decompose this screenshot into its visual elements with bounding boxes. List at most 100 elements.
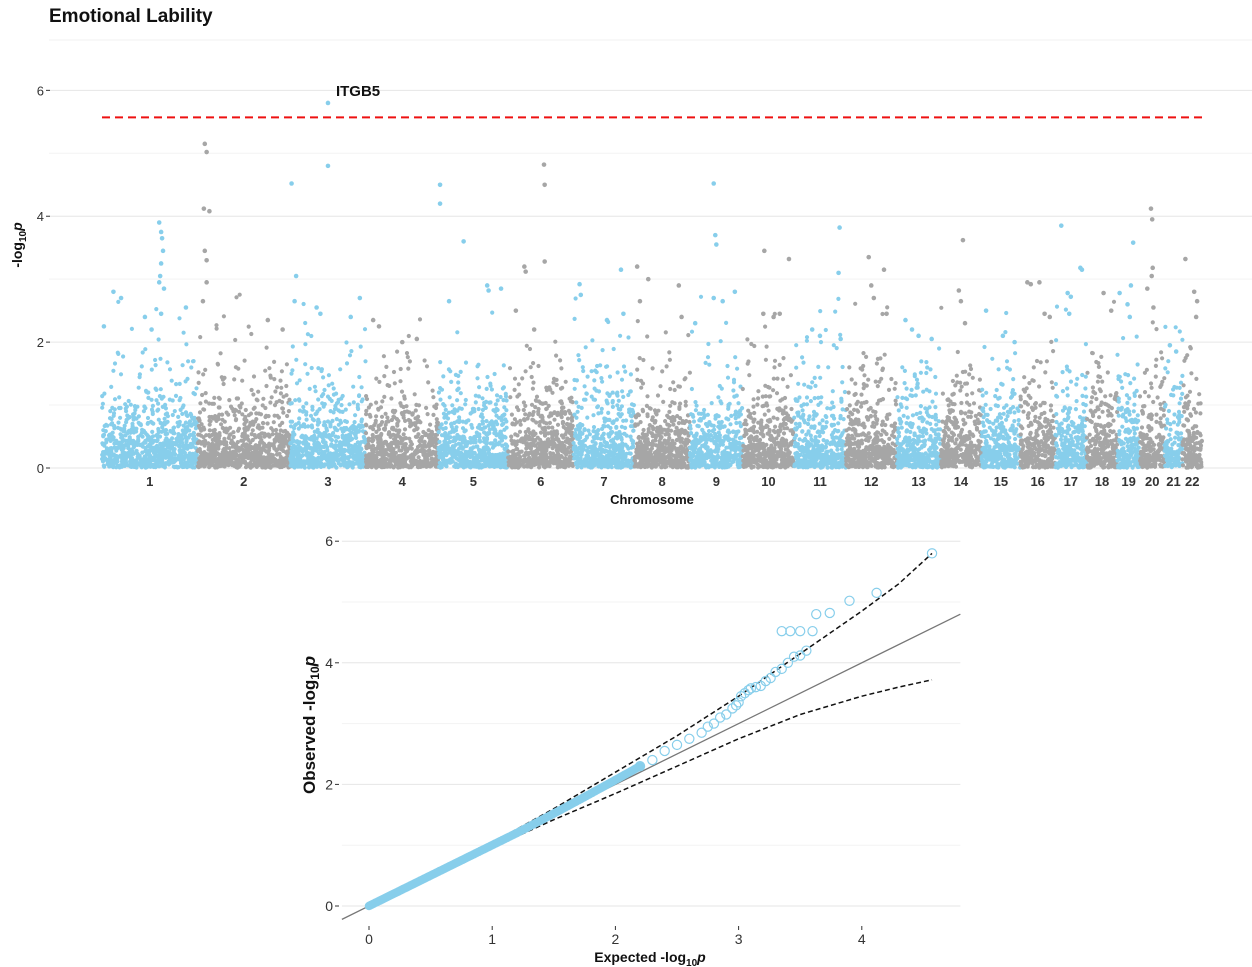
manhattan-background-points-chr16 — [1018, 339, 1057, 470]
manhattan-background-points-chr12 — [843, 301, 899, 470]
manhattan-point — [498, 286, 504, 291]
manhattan-point — [634, 264, 640, 269]
manhattan-point — [1194, 298, 1200, 304]
qq-point — [743, 684, 754, 696]
manhattan-point — [101, 324, 107, 329]
manhattan-background-points-chr17 — [1053, 304, 1089, 470]
qq-y-tick-label: 6 — [325, 533, 333, 549]
manhattan-point — [207, 208, 212, 214]
manhattan-point — [522, 264, 527, 269]
manhattan-point — [1150, 265, 1155, 271]
qq-x-tick-label: 2 — [612, 931, 620, 947]
manhattan-point — [437, 201, 443, 206]
manhattan-point — [204, 149, 209, 155]
qq-identity-line — [341, 613, 961, 920]
manhattan-point — [881, 267, 887, 273]
manhattan-point — [866, 254, 872, 260]
manhattan-point — [159, 235, 165, 241]
qq-dense-points — [364, 761, 645, 911]
manhattan-point — [1125, 302, 1130, 307]
chromosome-tick-label: 14 — [954, 474, 969, 489]
manhattan-y-axis-label: -log10p — [9, 222, 29, 268]
manhattan-point — [645, 276, 651, 282]
qq-point — [721, 709, 732, 720]
manhattan-background-points-chr19 — [1115, 334, 1142, 470]
manhattan-point — [809, 327, 815, 332]
manhattan-point — [1025, 280, 1030, 285]
qq-point — [776, 625, 787, 637]
manhattan-background-points-chr15 — [979, 310, 1023, 470]
manhattan-point — [1042, 311, 1047, 317]
manhattan-point — [983, 308, 989, 313]
manhattan-point — [871, 295, 877, 301]
manhattan-point — [160, 248, 166, 254]
manhattan-point — [318, 311, 323, 317]
manhattan-y-ticks: 0 2 4 6 — [37, 83, 50, 476]
qq-point — [735, 691, 747, 702]
manhattan-point — [111, 289, 116, 295]
qq-gridlines — [341, 540, 961, 907]
manhattan-point — [618, 267, 624, 273]
manhattan-points — [100, 100, 1204, 470]
qq-points — [364, 548, 938, 911]
manhattan-point — [604, 317, 610, 323]
manhattan-point — [1148, 206, 1154, 211]
manhattan-point — [158, 311, 164, 317]
manhattan-point — [1183, 256, 1188, 262]
manhattan-point — [265, 317, 271, 323]
manhattan-point — [1149, 273, 1155, 279]
manhattan-point — [929, 336, 934, 342]
manhattan-point — [711, 181, 717, 186]
manhattan-point — [1079, 267, 1085, 273]
manhattan-point — [836, 270, 841, 276]
qq-point — [730, 700, 742, 711]
chromosome-tick-label: 21 — [1166, 474, 1180, 489]
manhattan-background-points-chr18 — [1084, 299, 1120, 470]
qq-point — [788, 651, 800, 662]
manhattan-y-tick-label: 2 — [37, 335, 44, 350]
chromosome-tick-label: 16 — [1030, 474, 1044, 489]
manhattan-background-points-chr10 — [740, 311, 796, 470]
manhattan-point — [446, 298, 452, 304]
manhattan-point — [157, 273, 163, 279]
chromosome-tick-label: 8 — [659, 474, 666, 489]
qq-point — [782, 657, 794, 669]
manhattan-point — [692, 320, 698, 326]
manhattan-point — [1167, 342, 1173, 348]
manhattan-point — [679, 314, 684, 320]
qq-y-ticks: 0 2 4 6 — [325, 533, 339, 914]
qq-x-axis-label-tail: p — [696, 949, 706, 965]
manhattan-point — [1145, 286, 1150, 291]
manhattan-point — [1012, 339, 1017, 345]
manhattan-point — [1066, 311, 1072, 317]
chromosome-tick-label: 4 — [399, 474, 407, 489]
manhattan-point — [292, 298, 297, 304]
manhattan-point — [1130, 240, 1136, 245]
manhattan-point — [541, 162, 547, 167]
qq-point — [795, 625, 806, 637]
manhattan-point — [712, 232, 718, 238]
manhattan-point — [916, 333, 921, 339]
manhattan-point — [376, 324, 382, 329]
manhattan-point — [202, 248, 208, 254]
qq-point — [801, 645, 812, 656]
chromosome-tick-label: 2 — [240, 474, 247, 489]
manhattan-point — [161, 286, 167, 291]
manhattan-point — [314, 305, 319, 310]
qq-point — [647, 754, 658, 766]
manhattan-y-tick-label: 0 — [37, 461, 44, 476]
manhattan-point — [513, 308, 519, 313]
manhattan-point — [156, 280, 162, 285]
manhattan-point — [149, 327, 154, 332]
chromosome-tick-label: 18 — [1095, 474, 1109, 489]
manhattan-point — [325, 163, 331, 169]
gene-annotation-label: ITGB5 — [336, 83, 380, 100]
manhattan-point — [204, 280, 209, 285]
qq-lower-confidence-band — [368, 679, 933, 907]
manhattan-y-tick-label: 6 — [37, 83, 44, 98]
manhattan-background-points-chr4 — [363, 317, 441, 470]
manhattan-point — [1193, 314, 1199, 320]
qq-point — [714, 712, 726, 723]
qq-point — [634, 760, 646, 772]
qq-x-tick-label: 4 — [858, 931, 866, 947]
